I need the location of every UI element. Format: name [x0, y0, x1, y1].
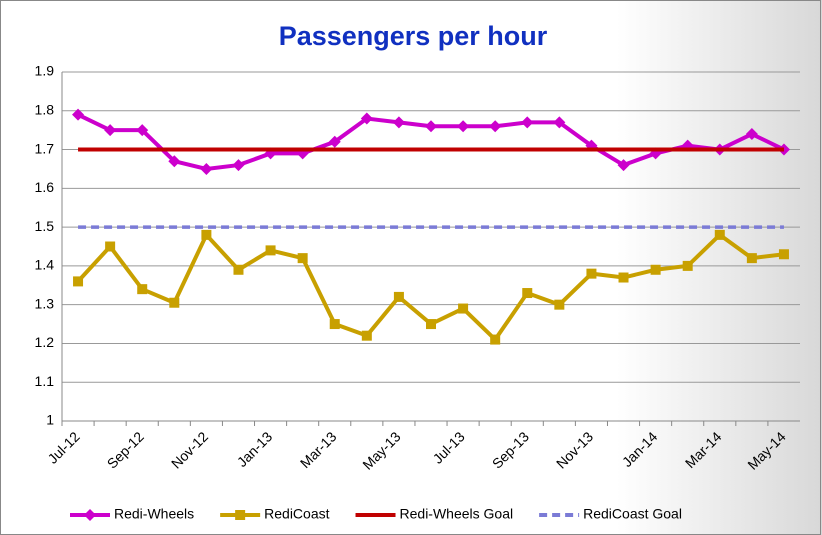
y-tick-label: 1.1	[35, 373, 55, 389]
y-tick-label: 1.9	[35, 63, 55, 79]
marker	[73, 276, 84, 287]
legend-label: Redi-Wheels Goal	[400, 506, 514, 522]
marker	[521, 116, 534, 129]
marker	[393, 291, 404, 302]
marker	[522, 288, 533, 299]
marker	[426, 319, 436, 330]
marker	[168, 155, 181, 168]
marker	[457, 120, 470, 133]
marker	[265, 245, 276, 256]
marker	[297, 253, 308, 264]
marker	[553, 116, 566, 129]
marker	[233, 264, 244, 275]
legend-label: RediCoast	[264, 506, 329, 522]
marker	[490, 334, 501, 345]
marker	[361, 330, 372, 341]
marker	[618, 272, 629, 283]
marker	[554, 299, 565, 310]
marker	[392, 116, 405, 129]
marker	[714, 229, 725, 240]
marker	[200, 162, 213, 175]
y-tick-label: 1.4	[35, 257, 55, 273]
marker	[360, 112, 373, 125]
marker	[328, 135, 341, 148]
marker	[105, 241, 116, 252]
y-tick-label: 1.8	[35, 101, 55, 117]
chart-title: Passengers per hour	[279, 21, 548, 51]
marker	[137, 284, 148, 295]
y-tick-label: 1	[46, 412, 54, 428]
y-tick-label: 1.5	[35, 218, 55, 234]
legend-label: RediCoast Goal	[583, 506, 682, 522]
marker	[425, 120, 437, 133]
marker	[489, 120, 502, 133]
y-tick-label: 1.3	[35, 295, 55, 311]
marker	[778, 249, 789, 260]
y-tick-label: 1.6	[35, 179, 55, 195]
legend-marker	[84, 509, 96, 521]
marker	[72, 108, 85, 121]
marker	[746, 253, 757, 264]
marker	[586, 268, 597, 279]
marker	[650, 264, 661, 275]
y-tick-label: 1.7	[35, 140, 55, 156]
marker	[329, 319, 340, 330]
marker	[136, 124, 149, 137]
marker	[104, 124, 117, 137]
marker	[458, 303, 469, 314]
marker	[617, 159, 630, 172]
marker	[745, 128, 758, 141]
legend-label: Redi-Wheels	[114, 506, 194, 522]
legend-marker	[235, 510, 246, 520]
marker	[201, 229, 212, 240]
y-tick-label: 1.2	[35, 334, 55, 350]
marker	[169, 297, 180, 308]
marker	[682, 260, 693, 271]
marker	[232, 159, 245, 172]
